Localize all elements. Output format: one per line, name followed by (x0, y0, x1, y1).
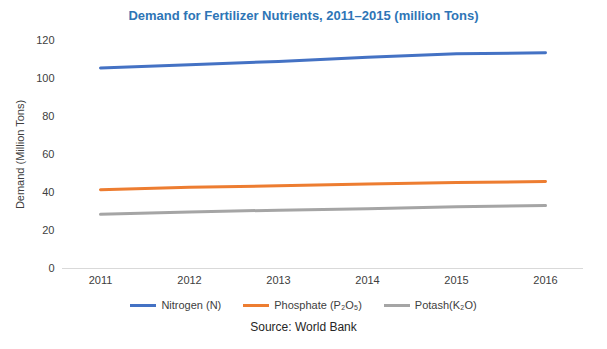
html-text:Phosphate (P₂O₅): Phosphate (P₂O₅) (274, 299, 362, 311)
svg-text:0: 0 (48, 262, 54, 274)
svg-text:Demand (Million Tons): Demand (Million Tons) (14, 100, 26, 209)
svg-text:2012: 2012 (177, 274, 201, 286)
svg-text:20: 20 (42, 224, 54, 236)
svg-text:120: 120 (36, 34, 54, 46)
svg-text:2016: 2016 (533, 274, 557, 286)
svg-text:40: 40 (42, 186, 54, 198)
html-text:Demand for Fertilizer Nutrient: Demand for Fertilizer Nutrients, 2011–20… (128, 8, 479, 23)
svg-text:2013: 2013 (266, 274, 290, 286)
html-text:Source: World Bank: Source: World Bank (250, 320, 357, 334)
svg-text:60: 60 (42, 148, 54, 160)
svg-text:2011: 2011 (89, 274, 113, 286)
svg-text:80: 80 (42, 110, 54, 122)
svg-text:100: 100 (36, 72, 54, 84)
html-text:Nitrogen (N): Nitrogen (N) (161, 299, 222, 311)
html-text:Potash(K₂O): Potash(K₂O) (414, 299, 477, 311)
svg-text:2015: 2015 (444, 274, 468, 286)
svg-text:2014: 2014 (355, 274, 379, 286)
